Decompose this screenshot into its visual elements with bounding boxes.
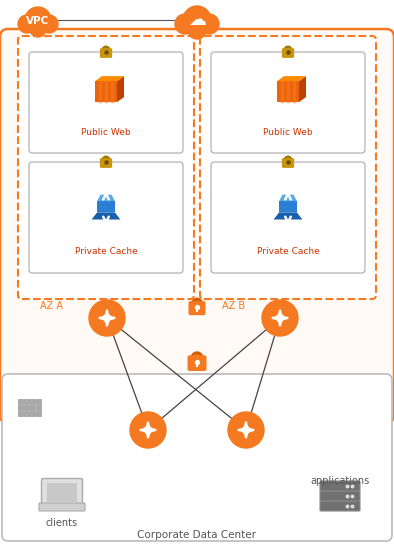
Circle shape [199,14,219,34]
FancyBboxPatch shape [29,162,183,273]
Circle shape [89,300,125,336]
Bar [19,410,24,415]
FancyBboxPatch shape [211,52,365,153]
Bar [19,404,24,410]
Bar [24,410,30,415]
Bar [37,404,41,410]
Circle shape [228,412,264,448]
FancyBboxPatch shape [18,36,194,299]
Polygon shape [117,76,124,102]
Text: AZ A: AZ A [41,301,63,311]
FancyBboxPatch shape [2,374,392,541]
Polygon shape [277,76,306,81]
Bar [30,404,35,410]
FancyBboxPatch shape [200,36,376,299]
Text: applications: applications [310,476,370,486]
Text: Private Cache: Private Cache [256,246,320,256]
Polygon shape [97,201,115,212]
Bar [19,399,24,404]
Circle shape [262,300,298,336]
Polygon shape [279,195,297,201]
Circle shape [25,7,51,33]
FancyBboxPatch shape [188,301,206,315]
Bar [37,399,41,404]
Text: AZ B: AZ B [223,301,245,311]
Polygon shape [95,76,124,81]
Polygon shape [97,195,115,201]
Text: Public Web: Public Web [263,128,313,138]
Circle shape [30,21,46,37]
Bar [24,399,30,404]
FancyBboxPatch shape [29,52,183,153]
FancyBboxPatch shape [211,162,365,273]
Text: Corporate Data Center: Corporate Data Center [138,530,256,540]
Bar [30,410,35,415]
Text: ☁: ☁ [188,11,206,29]
FancyBboxPatch shape [282,48,294,58]
Polygon shape [95,81,117,102]
Polygon shape [299,76,306,102]
Text: Public Web: Public Web [81,128,131,138]
Circle shape [18,15,36,33]
FancyBboxPatch shape [100,48,112,58]
FancyBboxPatch shape [100,158,112,168]
Polygon shape [273,212,303,219]
FancyBboxPatch shape [320,481,360,491]
Bar [24,404,30,410]
Bar [37,410,41,415]
FancyBboxPatch shape [41,478,82,508]
Text: Private Cache: Private Cache [74,246,138,256]
FancyBboxPatch shape [188,355,206,371]
Circle shape [40,15,58,33]
Polygon shape [91,212,121,219]
Circle shape [130,412,166,448]
Circle shape [188,21,206,39]
FancyBboxPatch shape [320,501,360,511]
Circle shape [175,14,195,34]
Bar [47,483,77,503]
Text: clients: clients [46,518,78,528]
Bar [30,399,35,404]
Polygon shape [279,201,297,212]
Circle shape [183,6,211,34]
Text: VPC: VPC [26,16,50,26]
FancyBboxPatch shape [0,29,394,423]
FancyBboxPatch shape [39,503,85,511]
FancyBboxPatch shape [282,158,294,168]
Polygon shape [277,81,299,102]
FancyBboxPatch shape [320,491,360,501]
